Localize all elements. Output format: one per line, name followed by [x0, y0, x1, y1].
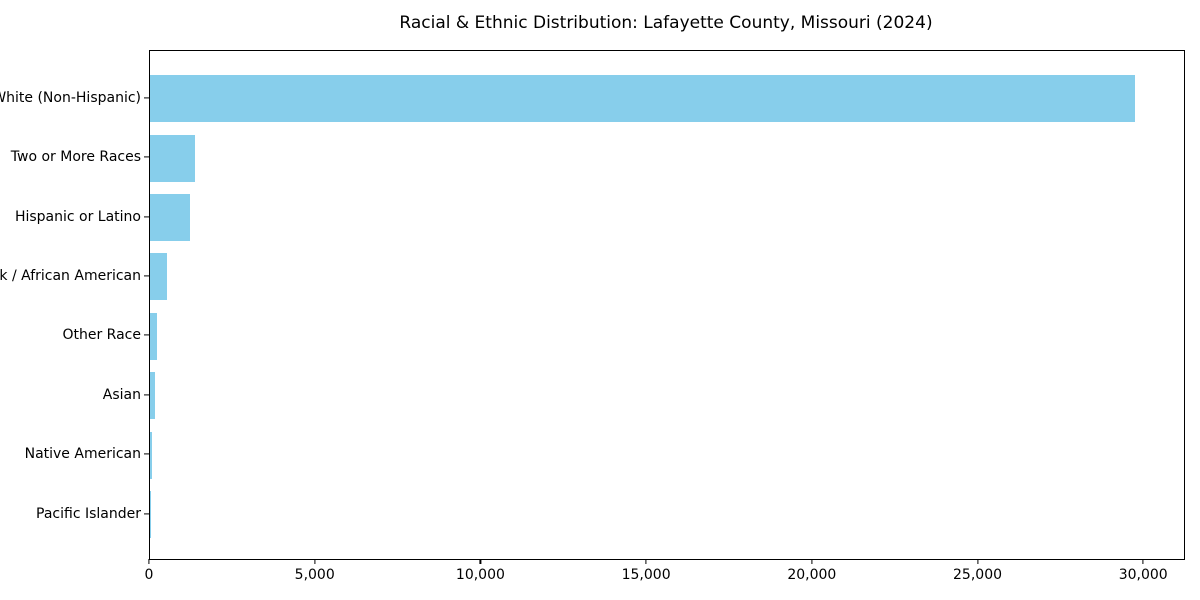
bar-other-race [150, 312, 157, 360]
x-tick-mark [811, 559, 813, 564]
x-tick-mark [314, 559, 316, 564]
y-tick-label-two-or-more-races: Two or More Races [10, 149, 141, 166]
bar-two-or-more-races [150, 134, 195, 182]
x-tick-mark [148, 559, 150, 564]
y-tick-label-asian: Asian [102, 386, 141, 403]
x-tick-mark [479, 559, 481, 564]
y-tick-label-white-non-hispanic: White (Non-Hispanic) [0, 89, 141, 106]
y-tick-mark [144, 156, 149, 158]
bar-native-american [150, 431, 153, 479]
y-tick-label-other-race: Other Race [62, 327, 141, 344]
x-tick-label-20000: 20,000 [787, 567, 837, 583]
x-tick-label-25000: 25,000 [953, 567, 1003, 583]
y-tick-mark [144, 512, 149, 515]
x-tick-mark [645, 559, 647, 564]
x-tick-label-10000: 10,000 [455, 567, 505, 583]
y-tick-mark [144, 453, 149, 455]
chart-title: Racial & Ethnic Distribution: Lafayette … [399, 13, 933, 33]
x-tick-label-5000: 5,000 [294, 567, 335, 583]
bar-white-non-hispanic [150, 75, 1136, 123]
y-tick-label-pacific-islander: Pacific Islander [36, 505, 141, 522]
x-tick-mark [976, 559, 979, 564]
x-tick-label-0: 0 [144, 567, 154, 583]
x-tick-label-15000: 15,000 [621, 567, 671, 583]
y-tick-mark [144, 394, 149, 396]
plot-area [149, 50, 1185, 560]
y-tick-label-hispanic-or-latino: Hispanic or Latino [14, 208, 141, 225]
x-tick-label-30000: 30,000 [1118, 567, 1168, 583]
x-tick-mark [1142, 559, 1144, 564]
bar-black-african-american [150, 253, 167, 301]
y-tick-mark [144, 275, 149, 277]
y-tick-label-native-american: Native American [24, 446, 141, 463]
y-tick-mark [144, 334, 149, 336]
y-tick-mark [144, 97, 149, 99]
y-tick-label-black-african-american: Black / African American [0, 267, 141, 284]
bar-asian [150, 372, 155, 420]
y-tick-mark [144, 215, 149, 218]
bar-hispanic-or-latino [150, 194, 190, 241]
